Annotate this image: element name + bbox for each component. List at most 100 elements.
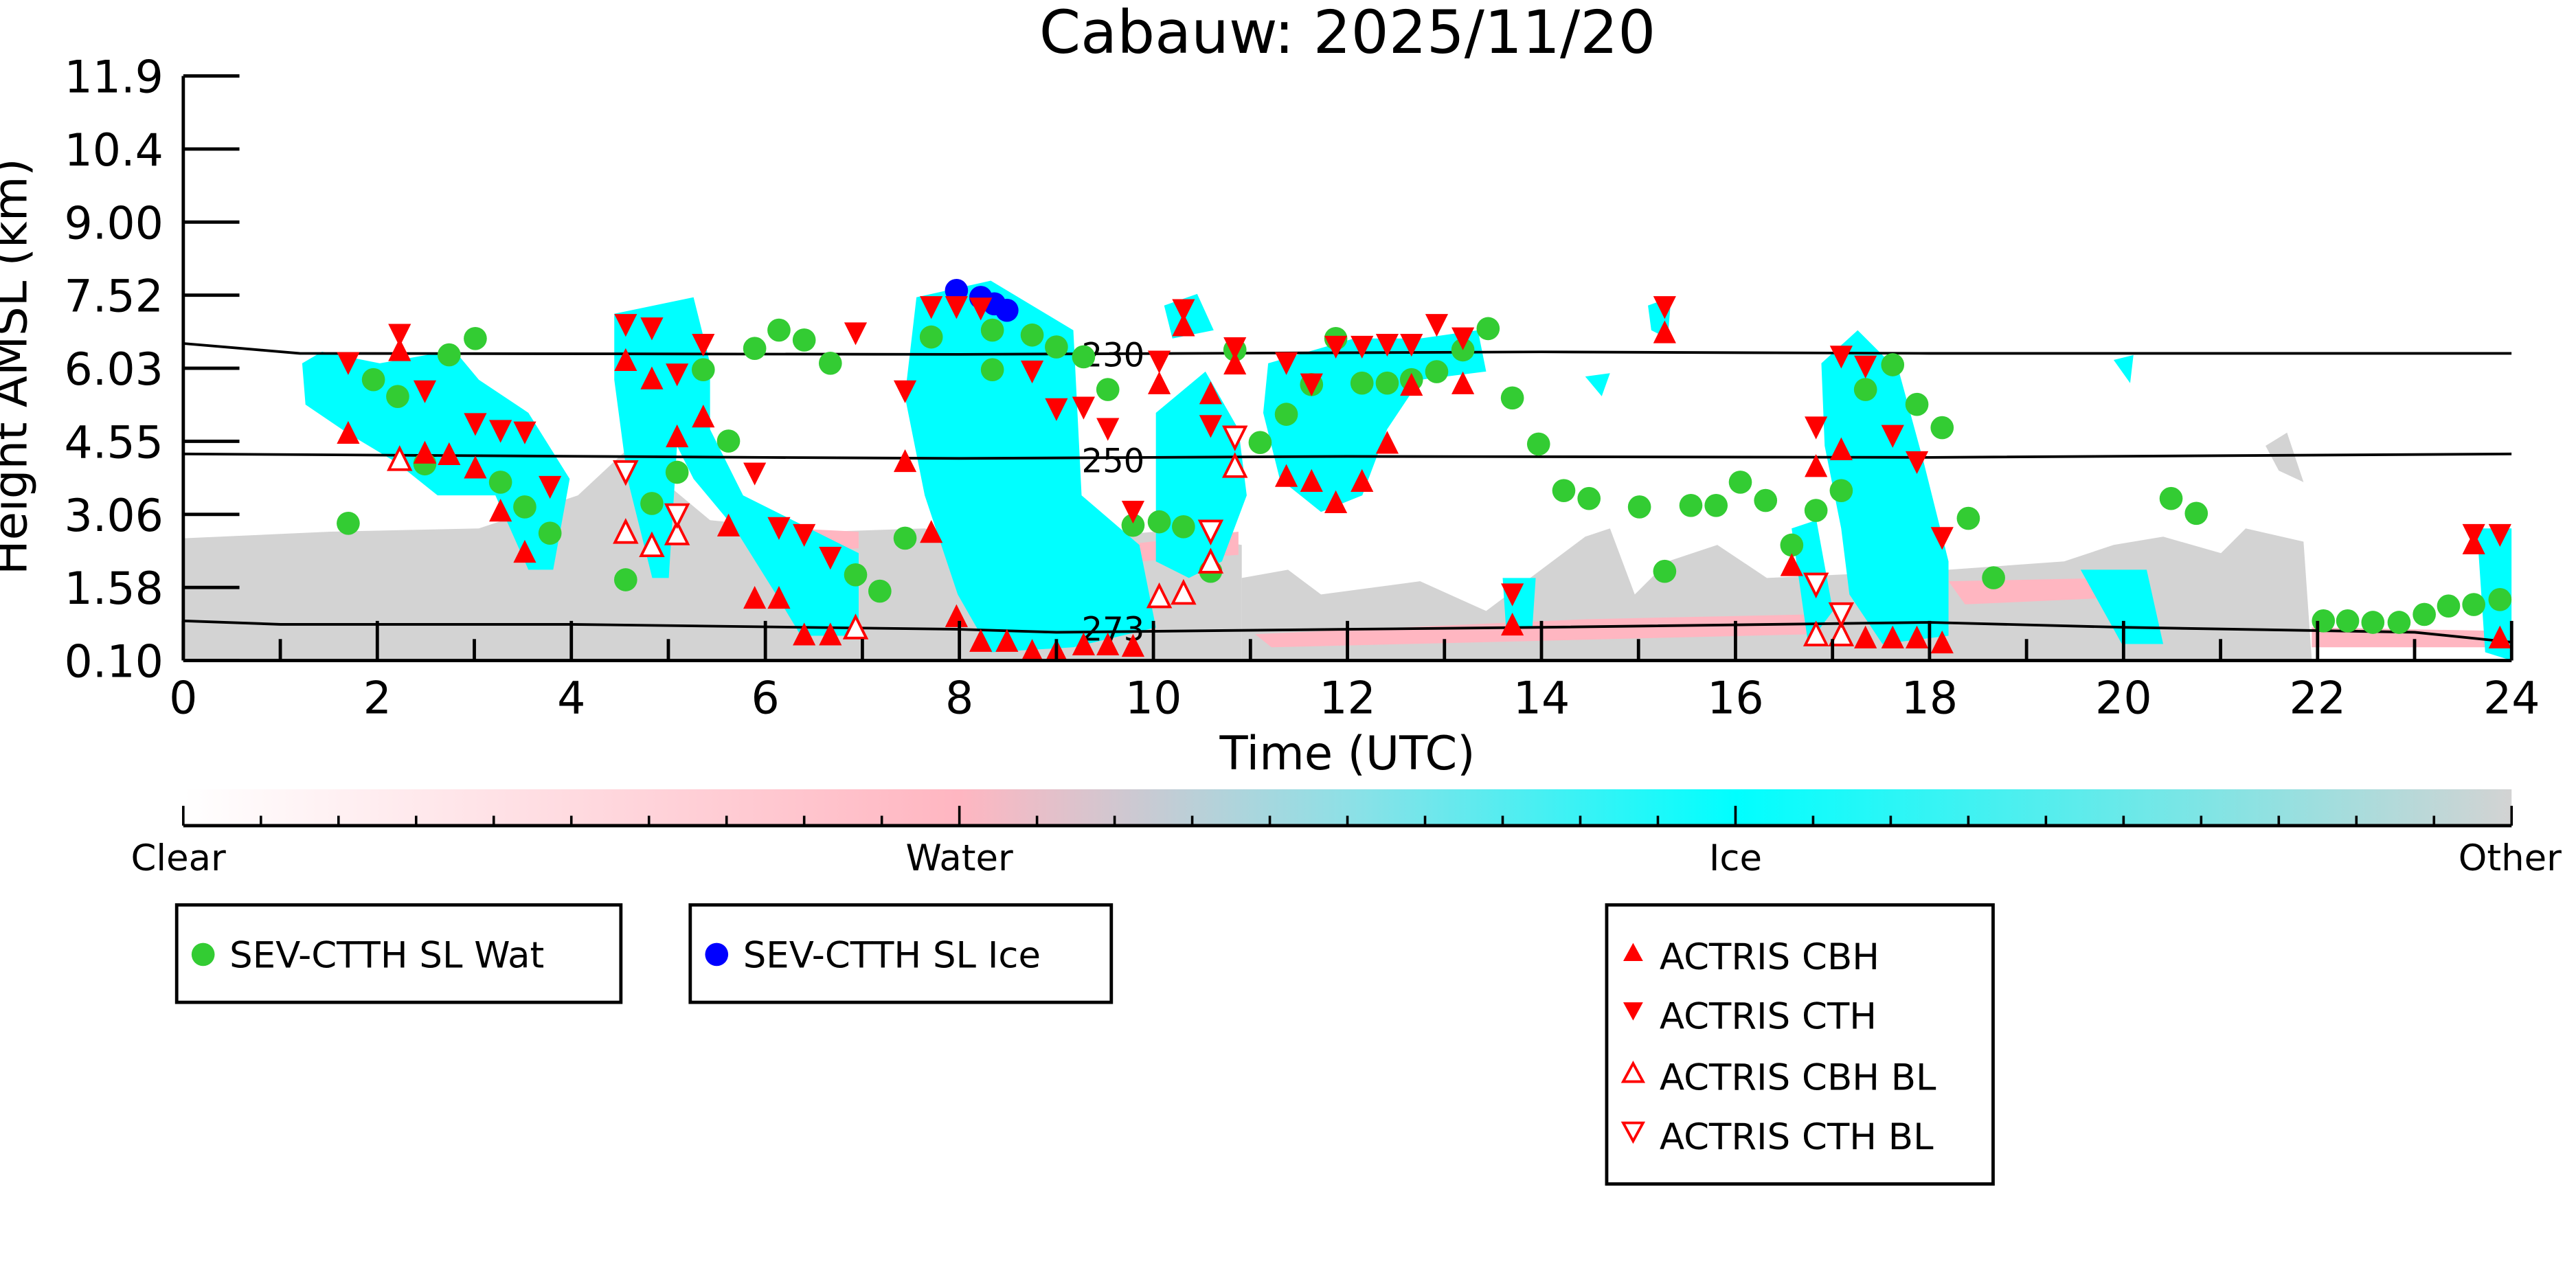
legend-label: ACTRIS CBH: [1660, 936, 1879, 978]
marker-sev-ctth-sl-wat: [1982, 566, 2005, 589]
marker-actris-cth: [1274, 352, 1298, 375]
marker-sev-ctth-sl-wat: [1147, 510, 1171, 534]
marker-sev-ctth-sl-wat: [1577, 486, 1601, 510]
colorbar-label-other: Other: [2459, 837, 2562, 879]
legend-label: SEV-CTTH SL Wat: [229, 935, 544, 977]
marker-actris-cth: [2462, 523, 2485, 547]
mask-ice-6: [1792, 330, 1949, 644]
marker-actris-cth: [1172, 299, 1195, 322]
marker-sev-ctth-sl-wat: [818, 352, 842, 375]
y-tick-label: 4.55: [64, 417, 163, 468]
y-tick-label: 7.52: [64, 271, 163, 323]
x-tick-label: 14: [1513, 673, 1570, 724]
marker-sev-ctth-sl-wat: [743, 337, 767, 361]
marker-actris-cbh: [666, 424, 689, 448]
marker-actris-cbh-bl: [1197, 547, 1224, 574]
marker-sev-ctth-sl-wat: [893, 526, 917, 550]
marker-actris-cth: [388, 324, 411, 347]
x-tick-label: 0: [169, 673, 197, 724]
y-tick-label: 0.10: [64, 637, 163, 688]
marker-actris-cbh: [1451, 371, 1475, 394]
marker-actris-cth: [614, 314, 637, 337]
marker-actris-cth: [1451, 327, 1475, 350]
marker-actris-cth: [640, 317, 664, 341]
marker-actris-cbh: [1854, 625, 1877, 648]
colorbar-label-water: Water: [905, 837, 1013, 879]
marker-sev-ctth-sl-wat: [640, 492, 664, 515]
y-axis-label: Height AMSL (km): [0, 158, 37, 575]
marker-sev-ctth-sl-wat: [1500, 386, 1524, 410]
marker-actris-cth: [920, 296, 943, 319]
marker-sev-ctth-sl-wat: [1020, 323, 1044, 347]
marker-sev-ctth-sl-wat: [1350, 371, 1374, 395]
marker-actris-cbh: [1780, 553, 1803, 576]
x-tick-label: 10: [1125, 673, 1182, 724]
marker-sev-ctth-sl-wat: [488, 471, 512, 494]
marker-sev-ctth-sl-wat: [1679, 493, 1703, 517]
marker-sev-ctth-sl-wat: [464, 326, 487, 350]
marker-sev-ctth-sl-wat: [1956, 506, 1980, 530]
marker-actris-cbh-bl: [1828, 620, 1855, 646]
marker-actris-cth: [1199, 415, 1223, 438]
marker-sev-ctth-sl-wat: [1653, 559, 1677, 583]
marker-actris-cbh: [614, 348, 637, 372]
marker-actris-cth: [844, 322, 868, 346]
x-tick-label: 24: [2483, 673, 2540, 724]
marker-sev-ctth-sl-wat: [1930, 416, 1954, 440]
marker-actris-cbh-bl: [613, 518, 639, 544]
marker-actris-cbh: [945, 604, 968, 627]
marker-actris-cbh-bl: [664, 519, 690, 545]
marker-actris-cth: [513, 421, 536, 444]
marker-actris-cbh: [1351, 468, 1374, 492]
marker-sev-ctth-sl-wat: [2159, 486, 2183, 510]
marker-actris-cth: [1653, 296, 1676, 319]
marker-actris-cth-bl: [1803, 572, 1829, 599]
marker-sev-ctth-sl-wat: [1881, 353, 1905, 376]
marker-sev-ctth-sl-wat: [2336, 609, 2360, 633]
marker-sev-ctth-sl-wat: [1804, 499, 1828, 522]
legend-triangle-up-open-icon: [1620, 1061, 1646, 1083]
marker-actris-cbh: [1400, 372, 1423, 396]
legend-triangle-down-icon: [1623, 1002, 1643, 1021]
marker-actris-cth: [793, 523, 816, 547]
marker-actris-cth-bl: [1197, 519, 1224, 545]
legend-label: SEV-CTTH SL Ice: [743, 935, 1041, 977]
marker-sev-ctth-sl-wat: [1704, 493, 1728, 517]
marker-actris-cbh: [1930, 630, 1954, 654]
marker-sev-ctth-sl-wat: [792, 328, 816, 352]
marker-actris-cth: [1223, 337, 1247, 361]
marker-actris-cbh: [692, 405, 715, 428]
marker-actris-cbh: [743, 585, 767, 609]
marker-actris-cth: [1351, 335, 1374, 359]
marker-actris-cth: [1829, 346, 1853, 369]
marker-actris-cth: [413, 380, 437, 403]
marker-sev-ctth-sl-wat: [1172, 515, 1195, 539]
marker-actris-cbh: [1805, 454, 1828, 477]
y-tick-label: 11.9: [64, 52, 163, 104]
marker-sev-ctth-sl-wat: [1905, 392, 1929, 416]
marker-actris-cbh: [1324, 490, 1348, 513]
x-tick-label: 4: [557, 673, 585, 724]
marker-sev-ctth-sl-wat: [1829, 479, 1853, 503]
marker-actris-cth: [1905, 451, 1929, 475]
colorbar-label-clear: Clear: [131, 837, 226, 879]
marker-actris-cth: [1400, 333, 1423, 357]
marker-sev-ctth-sl-wat: [2361, 611, 2385, 634]
x-ticks: 0 2 4 6 8 10 12 14 16 18 20 22 24: [169, 620, 2540, 724]
marker-actris-cth: [1324, 335, 1348, 359]
marker-actris-cbh: [1274, 464, 1298, 487]
marker-actris-cbh: [767, 585, 791, 609]
marker-actris-cth: [893, 380, 917, 403]
x-tick-label: 22: [2290, 673, 2347, 724]
marker-sev-ctth-sl-wat: [1728, 471, 1752, 494]
marker-actris-cth: [1805, 416, 1828, 440]
marker-sev-ctth-sl-wat: [1780, 533, 1804, 557]
marker-actris-cbh: [920, 520, 943, 543]
marker-sev-ctth-sl-wat: [1096, 378, 1120, 401]
marker-actris-cbh: [1072, 632, 1096, 655]
mask-ice-3: [905, 280, 1156, 653]
marker-sev-ctth-sl-wat: [2437, 594, 2461, 618]
marker-sev-ctth-sl-wat: [2462, 593, 2485, 616]
legend-triangle-down-open-icon: [1620, 1121, 1646, 1144]
marker-sev-ctth-sl-wat: [919, 325, 943, 349]
